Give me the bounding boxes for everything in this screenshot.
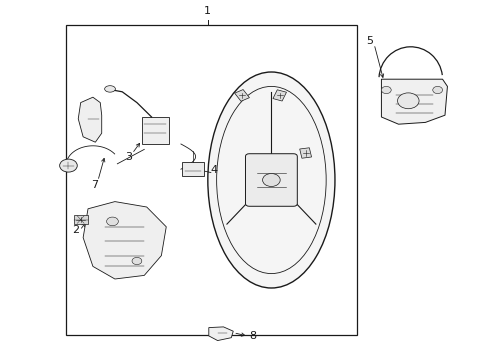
Ellipse shape bbox=[207, 72, 334, 288]
Circle shape bbox=[106, 217, 118, 226]
Polygon shape bbox=[381, 79, 447, 124]
Bar bbox=[142, 117, 168, 144]
Circle shape bbox=[60, 159, 77, 172]
Ellipse shape bbox=[216, 86, 325, 274]
Circle shape bbox=[381, 86, 390, 94]
Circle shape bbox=[132, 257, 142, 265]
Text: 6: 6 bbox=[81, 119, 88, 129]
Circle shape bbox=[432, 86, 442, 94]
Ellipse shape bbox=[104, 86, 115, 92]
Text: 2: 2 bbox=[72, 225, 79, 235]
Bar bbox=[234, 90, 249, 101]
Polygon shape bbox=[78, 97, 102, 142]
Circle shape bbox=[397, 93, 418, 109]
Bar bbox=[74, 215, 87, 224]
Polygon shape bbox=[83, 202, 166, 279]
Text: 7: 7 bbox=[91, 180, 98, 190]
Text: 1: 1 bbox=[204, 6, 211, 16]
Bar bbox=[182, 162, 203, 176]
Text: 4: 4 bbox=[210, 165, 217, 175]
Text: 8: 8 bbox=[249, 331, 256, 341]
Polygon shape bbox=[208, 327, 233, 341]
Text: 5: 5 bbox=[365, 36, 372, 46]
Text: 3: 3 bbox=[125, 152, 132, 162]
Bar bbox=[299, 148, 311, 158]
Bar bbox=[66, 25, 356, 335]
FancyBboxPatch shape bbox=[245, 154, 297, 206]
Circle shape bbox=[262, 174, 280, 186]
Bar bbox=[272, 90, 286, 101]
